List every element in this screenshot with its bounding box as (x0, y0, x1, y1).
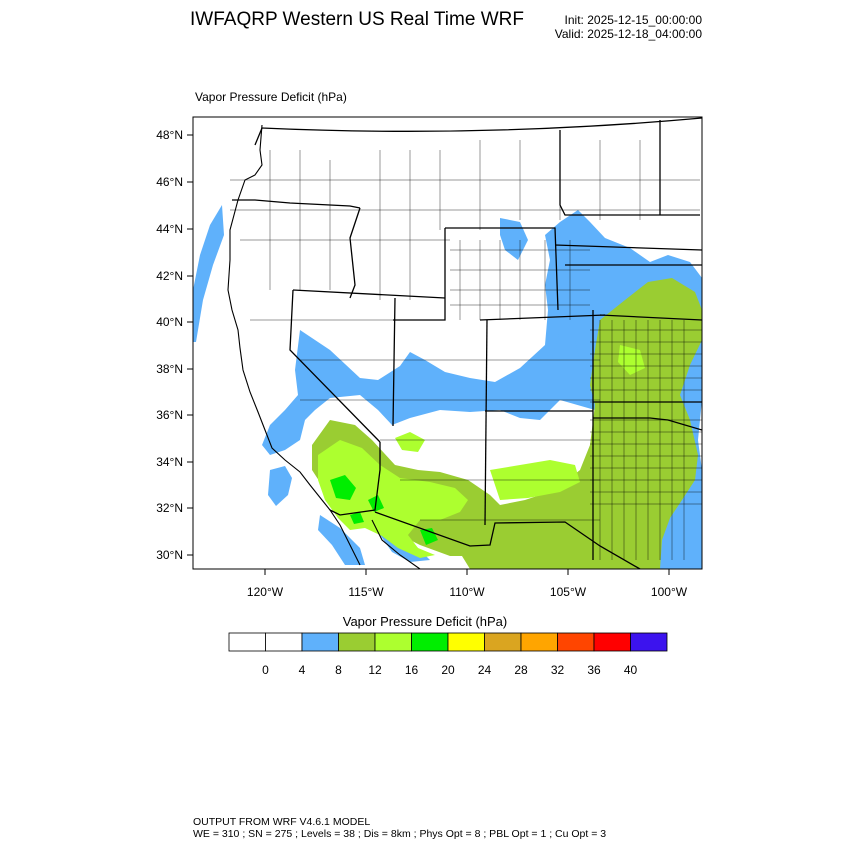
lat-label: 30°N (156, 548, 183, 562)
colorbar-box (447, 632, 485, 652)
lat-label: 44°N (156, 222, 183, 236)
colorbar-title: Vapor Pressure Deficit (hPa) (342, 614, 508, 629)
lat-label: 34°N (156, 455, 183, 469)
map-plot-area (193, 117, 702, 569)
colorbar-box (630, 632, 668, 652)
colorbar-labels: 0 4 8 12 16 20 24 28 32 36 40 (262, 663, 637, 677)
axis-ticks (187, 134, 670, 575)
county-lines (230, 140, 702, 560)
longitude-labels: 120°W 115°W 110°W 105°W 100°W (247, 585, 688, 599)
lon-label: 120°W (247, 585, 284, 599)
lat-label: 38°N (156, 362, 183, 376)
colorbar-box (593, 632, 631, 652)
colorbar-label: 8 (335, 663, 342, 677)
latitude-labels: 48°N 46°N 44°N 42°N 40°N 38°N 36°N 34°N … (156, 128, 183, 562)
colorbar-box (411, 632, 449, 652)
colorbar-box (374, 632, 412, 652)
lat-label: 42°N (156, 269, 183, 283)
lat-label: 48°N (156, 128, 183, 142)
lat-label: 32°N (156, 501, 183, 515)
coastline (227, 124, 421, 569)
colorbar (228, 632, 668, 652)
colorbar-box (484, 632, 522, 652)
lon-label: 105°W (550, 585, 587, 599)
colorbar-label: 20 (441, 663, 455, 677)
colorbar-box (338, 632, 376, 652)
colorbar-box (520, 632, 558, 652)
colorbar-label: 0 (262, 663, 269, 677)
colorbar-box (301, 632, 339, 652)
field-title: Vapor Pressure Deficit (hPa) (195, 90, 347, 104)
lon-label: 115°W (348, 585, 384, 599)
lat-label: 46°N (156, 175, 183, 189)
map-title: IWFAQRP Western US Real Time WRF (190, 9, 524, 30)
footer-model: OUTPUT FROM WRF V4.6.1 MODEL (193, 816, 371, 828)
colorbar-label: 36 (587, 663, 601, 677)
colorbar-box (265, 632, 303, 652)
colorbar-label: 24 (478, 663, 492, 677)
lon-label: 100°W (651, 585, 688, 599)
colorbar-label: 4 (299, 663, 306, 677)
valid-time: Valid: 2025-12-18_04:00:00 (554, 27, 702, 41)
init-time: Init: 2025-12-15_00:00:00 (564, 13, 702, 27)
lon-label: 110°W (449, 585, 485, 599)
colorbar-box (557, 632, 595, 652)
lat-label: 36°N (156, 408, 183, 422)
colorbar-label: 40 (624, 663, 638, 677)
colorbar-label: 16 (405, 663, 419, 677)
footer-settings: WE = 310 ; SN = 275 ; Levels = 38 ; Dis … (193, 828, 607, 840)
colorbar-label: 12 (368, 663, 382, 677)
colorbar-label: 32 (551, 663, 565, 677)
vpd-green-speckle (330, 475, 438, 545)
colorbar-box (228, 632, 266, 652)
map-frame (192, 116, 703, 570)
colorbar-label: 28 (514, 663, 528, 677)
lat-label: 40°N (156, 315, 183, 329)
state-boundaries (232, 117, 702, 569)
